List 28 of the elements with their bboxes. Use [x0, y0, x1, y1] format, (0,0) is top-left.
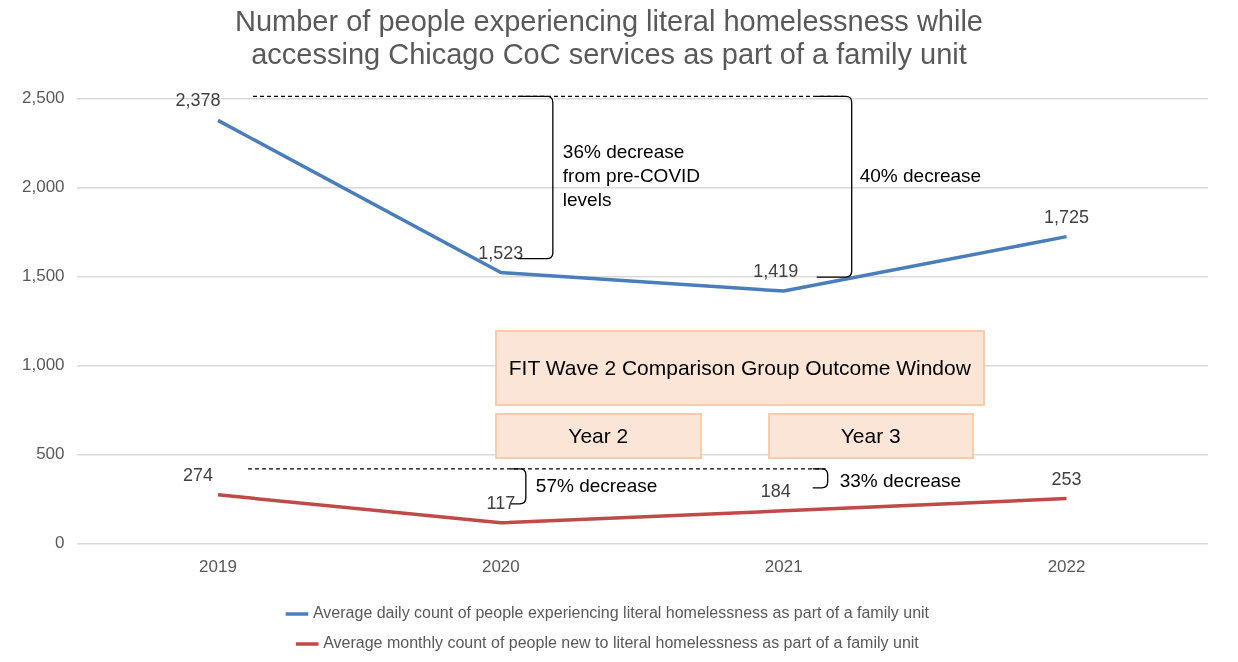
- text-box: Year 3: [767, 412, 974, 459]
- chart-title: Number of people experiencing literal homelessness while accessing Chicago CoC services as part of a family unit: [235, 4, 983, 71]
- data-label: 184: [760, 480, 791, 501]
- text-box: FIT Wave 2 Comparison Group Outcome Window: [494, 329, 985, 406]
- annotation: 36% decrease from pre-COVID levels: [562, 140, 702, 213]
- y-tick-label: 1,500: [21, 266, 65, 286]
- x-tick-label: 2021: [764, 557, 803, 577]
- data-label: 274: [182, 464, 213, 485]
- data-label: 117: [486, 492, 516, 513]
- legend-label: Average monthly count of people new to literal homelessness as part of a family unit: [323, 634, 920, 652]
- data-label: 2,378: [175, 90, 221, 111]
- data-label: 1,523: [478, 242, 524, 263]
- x-tick-label: 2020: [481, 557, 520, 577]
- annotation: 33% decrease: [839, 468, 963, 493]
- y-tick-label: 2,000: [21, 177, 65, 197]
- y-tick-label: 1,000: [21, 355, 65, 375]
- x-tick-label: 2019: [199, 557, 237, 577]
- data-label: 253: [1051, 468, 1082, 489]
- y-tick-label: 2,500: [21, 88, 65, 108]
- y-tick-label: 0: [55, 533, 65, 553]
- x-tick-label: 2022: [1047, 557, 1086, 577]
- y-tick-label: 500: [36, 444, 65, 464]
- data-label: 1,419: [753, 261, 799, 282]
- legend-label: Average daily count of people experiencing literal homelessness as part of a family unit: [312, 604, 930, 622]
- text-box: Year 2: [494, 412, 702, 459]
- data-label: 1,725: [1044, 206, 1090, 227]
- annotation: 40% decrease: [859, 164, 983, 189]
- annotation: 57% decrease: [535, 473, 659, 498]
